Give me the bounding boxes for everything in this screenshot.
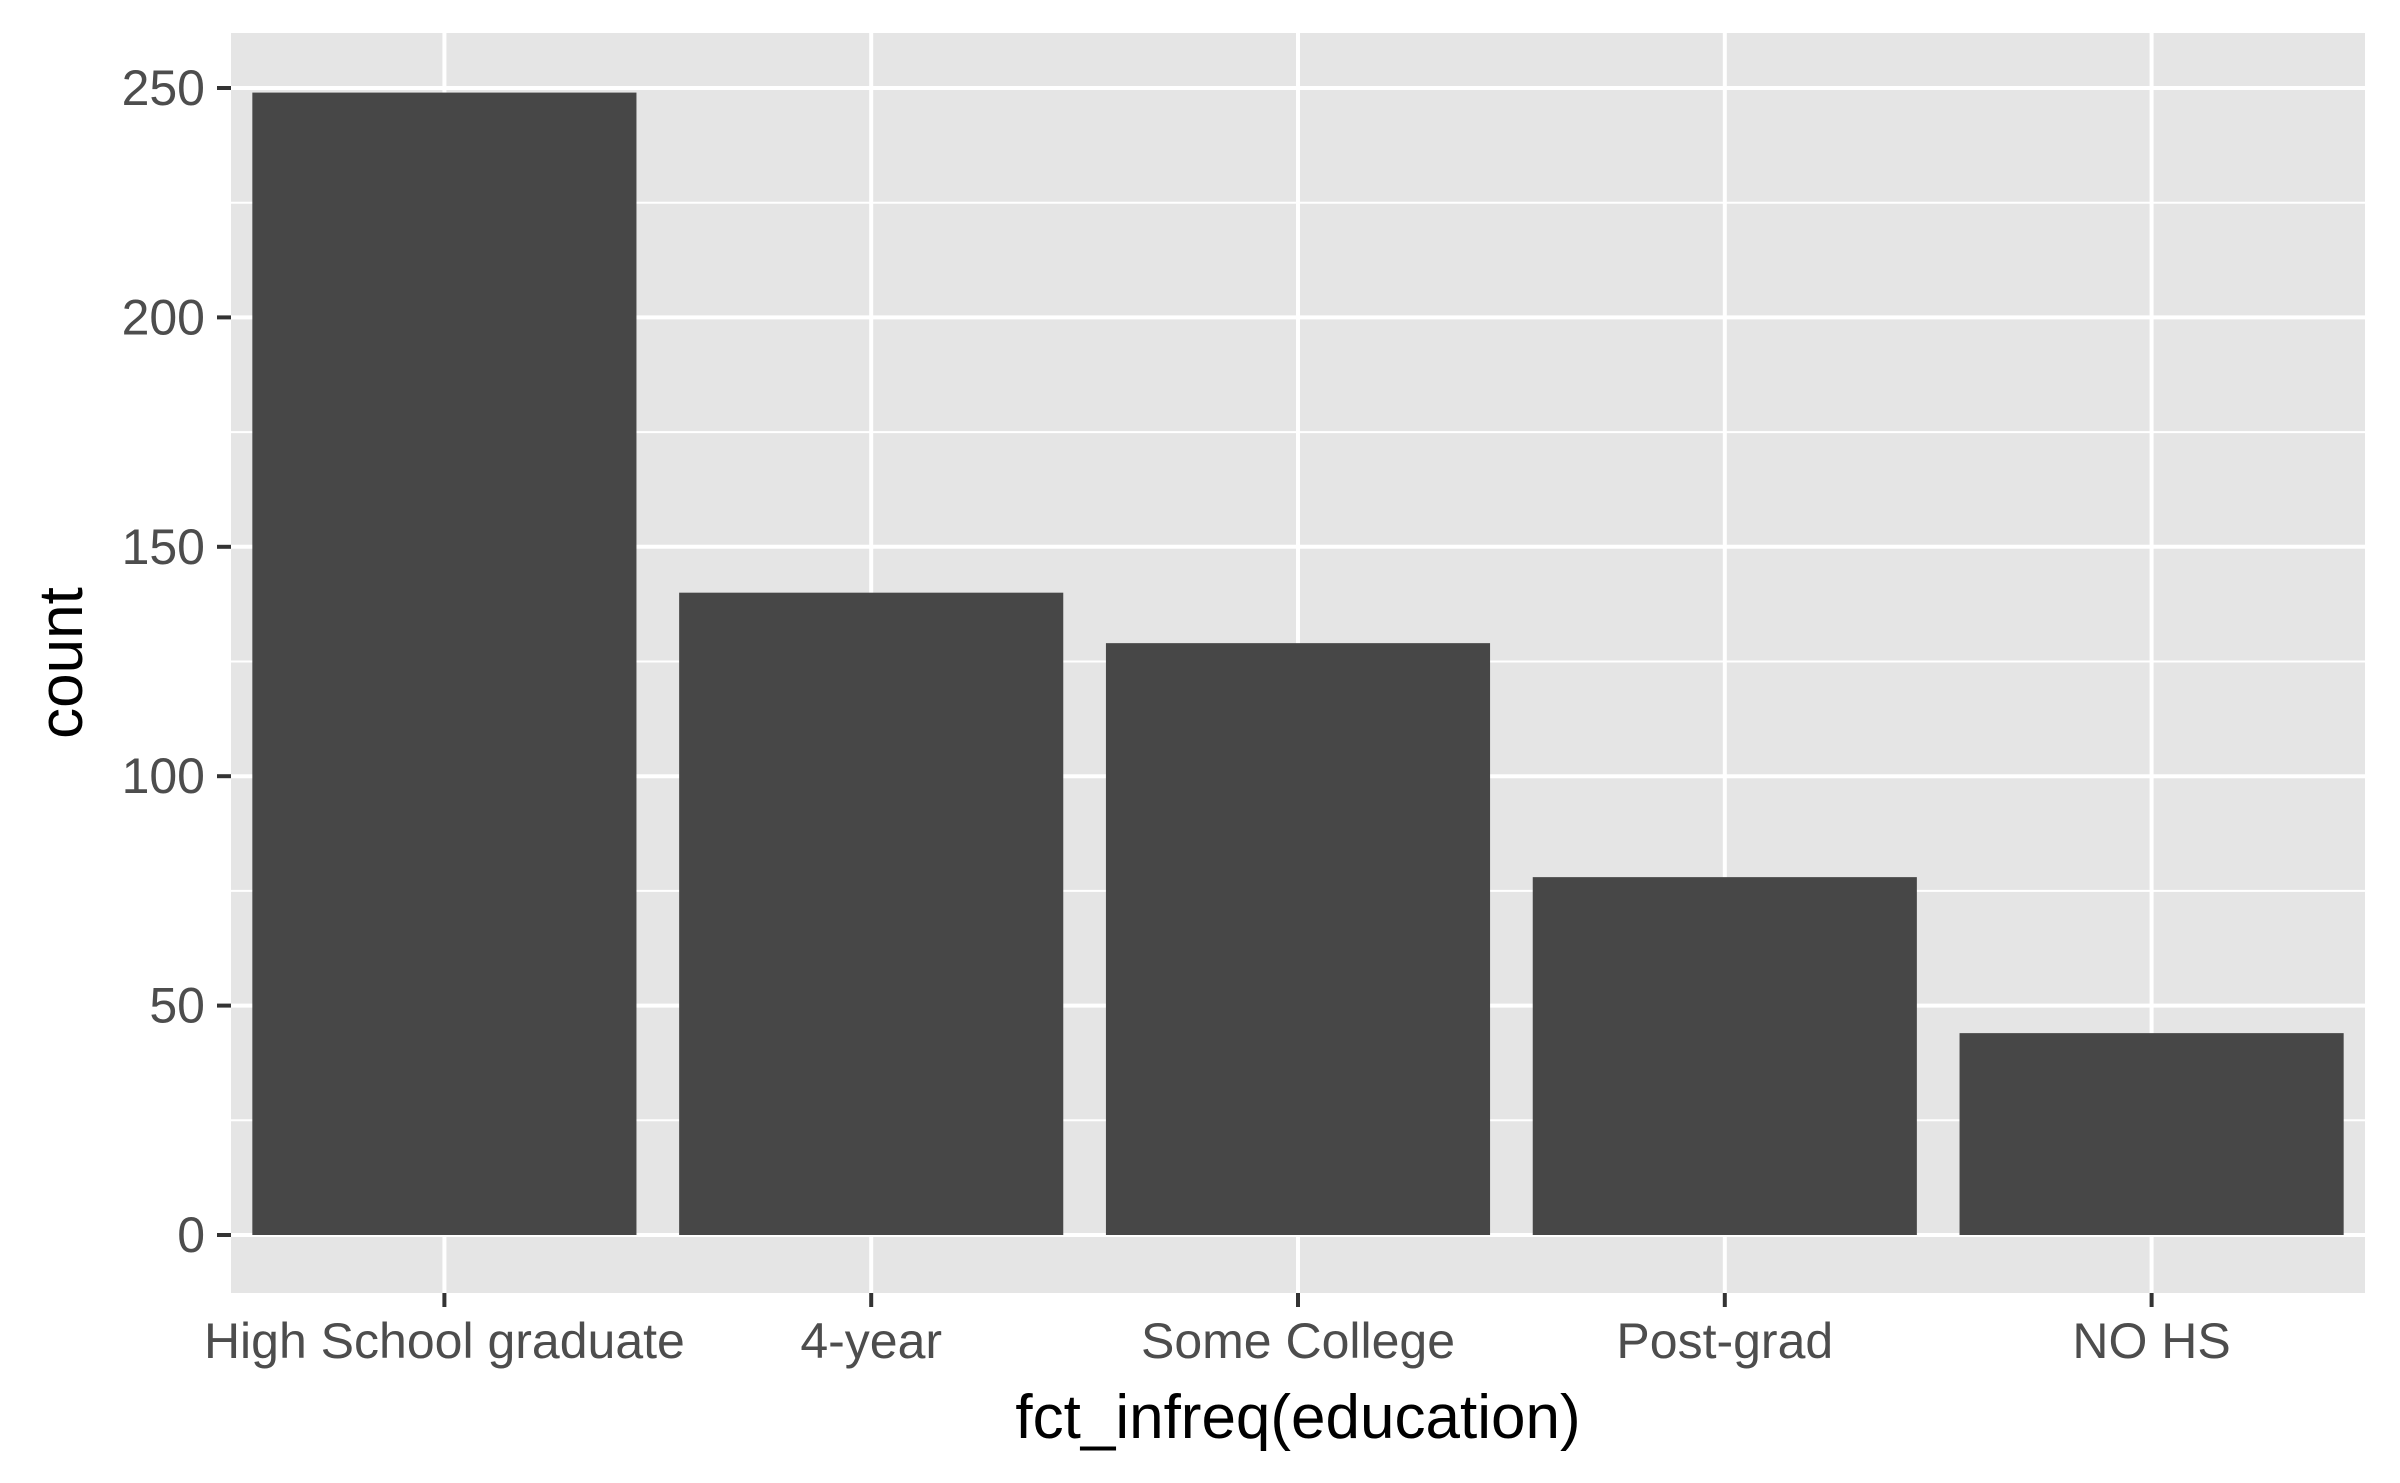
y-tick-label: 250 (122, 60, 205, 116)
bar (679, 592, 1064, 1235)
x-tick-label: 4-year (800, 1313, 942, 1369)
y-tick-label: 50 (149, 978, 205, 1034)
bars (252, 92, 2344, 1235)
bar (1959, 1033, 2344, 1235)
y-tick-label: 200 (122, 289, 205, 345)
x-tick-label: High School graduate (204, 1313, 685, 1369)
y-tick-label: 100 (122, 748, 205, 804)
bar (252, 92, 637, 1235)
x-axis: High School graduate 4-year Some College Po… (204, 1293, 2231, 1369)
bar (1105, 643, 1491, 1235)
x-tick-label: NO HS (2072, 1313, 2230, 1369)
bar (1532, 877, 1917, 1235)
y-axis: 0 50 100 150 200 250 (122, 60, 231, 1263)
x-tick-label: Post-grad (1616, 1313, 1833, 1369)
y-tick-label: 0 (177, 1207, 205, 1263)
y-tick-label: 150 (122, 519, 205, 575)
x-axis-title: fct_infreq(education) (1015, 1383, 1580, 1452)
x-tick-label: Some College (1141, 1313, 1455, 1369)
y-axis-title: count (27, 587, 96, 739)
